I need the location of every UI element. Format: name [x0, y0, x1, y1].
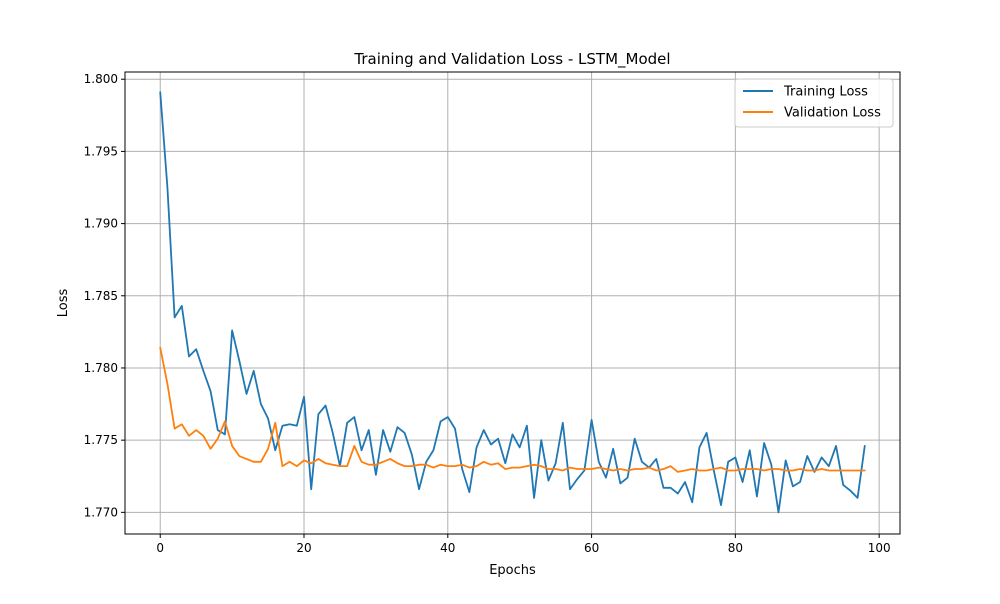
x-tick-label: 100 — [868, 541, 891, 555]
y-tick-label: 1.800 — [84, 72, 118, 86]
series-lines — [159, 91, 866, 514]
legend-label-training: Training Loss — [783, 85, 868, 100]
x-tick-label: 40 — [440, 541, 455, 555]
y-tick-label: 1.775 — [84, 433, 118, 447]
x-tick-label: 0 — [156, 541, 164, 555]
x-tick-label: 80 — [728, 541, 743, 555]
legend-box — [734, 78, 894, 128]
axis-ticks: 0 20 40 60 80 100 1.770 1.775 1.780 1.785 1.790 1.7… — [84, 72, 891, 555]
chart-title: Training and Validation Loss - LSTM_Mode… — [353, 50, 670, 69]
y-axis-label: Loss — [56, 289, 71, 318]
x-tick-label: 20 — [296, 541, 311, 555]
x-tick-label: 60 — [584, 541, 599, 555]
y-tick-label: 1.795 — [84, 144, 118, 158]
x-axis-label: Epochs — [489, 563, 536, 578]
validation-loss-line — [159, 346, 866, 473]
y-tick-label: 1.770 — [84, 505, 118, 519]
plot-frame — [124, 71, 901, 535]
y-tick-label: 1.780 — [84, 361, 118, 375]
grid — [125, 72, 900, 534]
legend-label-validation: Validation Loss — [784, 106, 881, 121]
y-tick-label: 1.790 — [84, 217, 118, 231]
legend: Training Loss Validation Loss — [734, 78, 894, 128]
y-tick-label: 1.785 — [84, 289, 118, 303]
